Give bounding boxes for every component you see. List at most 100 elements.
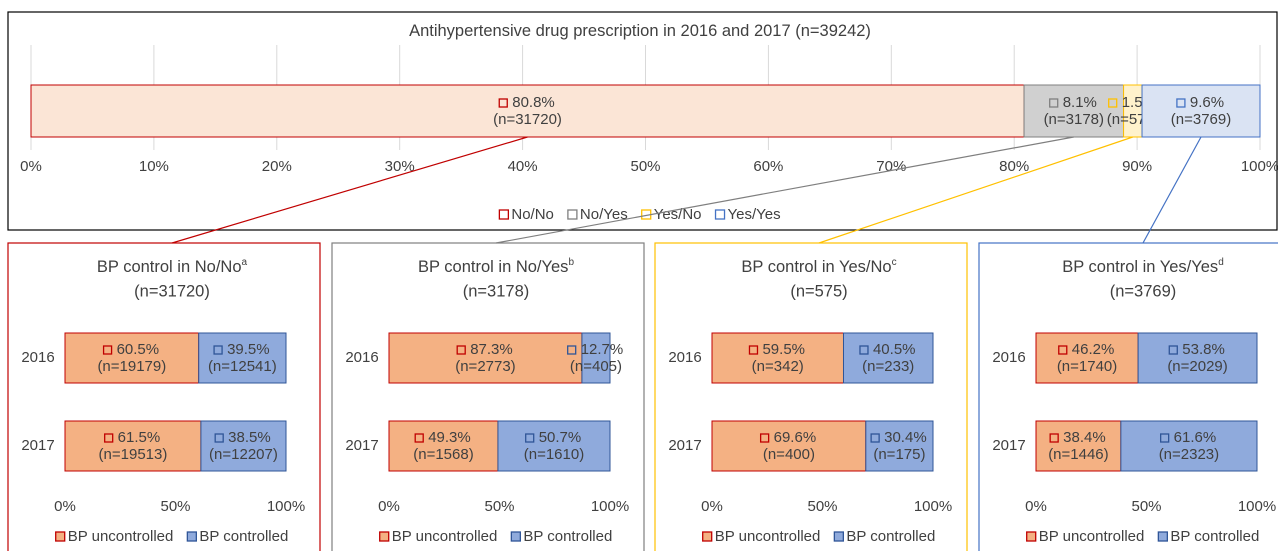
label-marker — [859, 345, 869, 355]
bar-segment — [1035, 332, 1139, 384]
chart-subtitle: (n=575) — [790, 282, 847, 300]
label-marker — [498, 98, 508, 108]
data-label-n: (n=1610) — [524, 446, 584, 463]
title-note: b — [568, 257, 574, 268]
data-label-n: (n=3178) — [1044, 111, 1104, 128]
y-tick-label: 2016 — [668, 349, 701, 366]
legend-marker — [1026, 531, 1037, 542]
data-label: 69.6% — [774, 429, 817, 446]
connector — [171, 136, 528, 244]
data-label-n: (n=1446) — [1048, 446, 1108, 463]
bar-segment — [865, 420, 934, 472]
legend-label: No/Yes — [580, 206, 628, 223]
legend-label: Yes/Yes — [728, 206, 781, 223]
bar-segment — [388, 332, 583, 384]
legend-marker — [702, 531, 713, 542]
x-tick-label: 0% — [20, 158, 42, 175]
data-label: 46.2% — [1072, 341, 1115, 358]
legend-marker — [510, 531, 521, 542]
data-label-n: (n=19179) — [97, 358, 166, 375]
legend-label: BP controlled — [1170, 528, 1259, 545]
y-tick-label: 2016 — [21, 349, 54, 366]
chart-subtitle: (n=3769) — [1110, 282, 1177, 300]
data-label: 60.5% — [117, 341, 160, 358]
x-tick-label: 10% — [139, 158, 169, 175]
panel-border — [7, 242, 321, 551]
label-marker — [414, 433, 424, 443]
legend-label: BP controlled — [199, 528, 288, 545]
connector — [818, 136, 1133, 244]
x-tick-label: 20% — [262, 158, 292, 175]
x-tick-label: 60% — [753, 158, 783, 175]
title-note: c — [892, 257, 897, 268]
data-label: 38.5% — [228, 429, 271, 446]
legend: BP uncontrolled BP controlled — [379, 528, 612, 545]
chart-title: BP control in No/Noa — [97, 257, 248, 276]
label-marker — [1168, 345, 1178, 355]
legend: BP uncontrolled BP controlled — [55, 528, 288, 545]
data-label: 12.7% — [581, 341, 624, 358]
label-marker — [759, 433, 770, 443]
data-label-n: (n=405) — [570, 358, 622, 375]
legend-marker — [186, 531, 197, 542]
y-tick-label: 2017 — [345, 437, 378, 454]
label-marker — [567, 345, 577, 355]
data-label: 9.6% — [1190, 94, 1224, 111]
data-label: 61.5% — [118, 429, 161, 446]
chart-title: Antihypertensive drug prescription in 20… — [409, 22, 871, 40]
data-label-n: (n=2773) — [455, 358, 515, 375]
x-tick-label: 70% — [876, 158, 906, 175]
title-note: a — [242, 257, 248, 268]
label-marker — [214, 433, 224, 443]
x-tick-label: 30% — [385, 158, 415, 175]
chart-title: BP control in Yes/Noc — [741, 257, 896, 276]
panel-border — [978, 242, 1278, 551]
label-marker — [1049, 98, 1059, 108]
legend-label: BP uncontrolled — [715, 528, 821, 545]
label-marker — [1049, 433, 1059, 443]
chart-subtitle: (n=3178) — [463, 282, 530, 300]
data-label: 80.8% — [512, 94, 555, 111]
bar-segment — [1137, 332, 1258, 384]
data-label-n: (n=19513) — [99, 446, 168, 463]
label-marker — [1058, 345, 1068, 355]
legend: BP uncontrolled BP controlled — [1026, 528, 1259, 545]
y-tick-label: 2016 — [992, 349, 1025, 366]
label-marker — [870, 433, 880, 443]
x-tick-label: 50% — [484, 498, 514, 515]
label-marker — [456, 345, 466, 355]
label-marker — [213, 345, 223, 355]
data-label: 50.7% — [539, 429, 582, 446]
x-tick-label: 50% — [630, 158, 660, 175]
bar-segment — [1120, 420, 1258, 472]
data-label-n: (n=2029) — [1167, 358, 1227, 375]
bar-segment — [198, 332, 287, 384]
data-label: 59.5% — [762, 341, 805, 358]
legend-label: BP controlled — [523, 528, 612, 545]
data-label-n: (n=1568) — [413, 446, 473, 463]
legend-label: BP uncontrolled — [392, 528, 498, 545]
data-label-n: (n=342) — [752, 358, 804, 375]
bar-segment — [1035, 420, 1122, 472]
chart-title: BP control in No/Yesb — [418, 257, 574, 276]
data-label: 61.6% — [1174, 429, 1217, 446]
bar-segment — [64, 332, 200, 384]
title-text: BP control in Yes/Yes — [1062, 258, 1218, 276]
data-label-n: (n=1740) — [1057, 358, 1117, 375]
title-text: BP control in No/No — [97, 258, 242, 276]
legend: No/No No/Yes Yes/No Yes/Yes — [498, 206, 781, 223]
x-tick-label: 100% — [1238, 498, 1276, 515]
title-text: BP control in No/Yes — [418, 258, 568, 276]
y-tick-label: 2017 — [21, 437, 54, 454]
y-tick-label: 2017 — [992, 437, 1025, 454]
data-label-n: (n=233) — [862, 358, 914, 375]
label-marker — [748, 345, 759, 355]
x-tick-label: 50% — [807, 498, 837, 515]
bar-segment — [200, 420, 287, 472]
chart-title: BP control in Yes/Yesd — [1062, 257, 1224, 276]
bar-segment — [388, 420, 499, 472]
x-tick-label: 0% — [54, 498, 76, 515]
legend-label: BP uncontrolled — [68, 528, 174, 545]
label-marker — [1176, 98, 1186, 108]
